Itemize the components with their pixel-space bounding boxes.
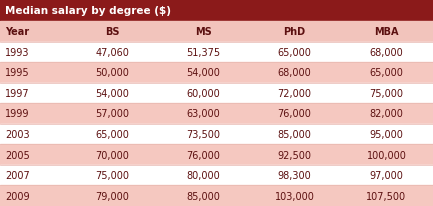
Text: 98,300: 98,300 xyxy=(278,170,311,180)
Text: 2005: 2005 xyxy=(5,150,30,160)
Text: Median salary by degree ($): Median salary by degree ($) xyxy=(5,6,171,16)
Text: BS: BS xyxy=(105,27,120,37)
Bar xyxy=(0,22,433,42)
Text: 60,000: 60,000 xyxy=(187,89,220,98)
Text: MS: MS xyxy=(195,27,212,37)
Text: 63,000: 63,000 xyxy=(187,109,220,119)
Text: 57,000: 57,000 xyxy=(96,109,129,119)
Text: 75,000: 75,000 xyxy=(96,170,129,180)
Text: 1995: 1995 xyxy=(5,68,30,78)
Text: 95,000: 95,000 xyxy=(369,129,404,139)
Text: 1997: 1997 xyxy=(5,89,30,98)
Text: 103,000: 103,000 xyxy=(275,191,314,201)
Text: 85,000: 85,000 xyxy=(278,129,311,139)
Text: 2009: 2009 xyxy=(5,191,30,201)
Bar xyxy=(0,145,433,165)
Text: 2007: 2007 xyxy=(5,170,30,180)
Text: 70,000: 70,000 xyxy=(96,150,129,160)
Text: 68,000: 68,000 xyxy=(370,48,403,57)
Text: 47,060: 47,060 xyxy=(96,48,129,57)
Text: 100,000: 100,000 xyxy=(366,150,407,160)
Text: 68,000: 68,000 xyxy=(278,68,311,78)
Text: 107,500: 107,500 xyxy=(366,191,407,201)
Text: 92,500: 92,500 xyxy=(278,150,311,160)
Text: 1999: 1999 xyxy=(5,109,30,119)
Text: 1993: 1993 xyxy=(5,48,30,57)
Text: 65,000: 65,000 xyxy=(96,129,129,139)
Text: MBA: MBA xyxy=(374,27,399,37)
Bar xyxy=(0,165,433,186)
Bar xyxy=(0,186,433,206)
Text: 76,000: 76,000 xyxy=(278,109,311,119)
Text: PhD: PhD xyxy=(283,27,306,37)
Text: 97,000: 97,000 xyxy=(369,170,404,180)
Text: 65,000: 65,000 xyxy=(369,68,404,78)
Text: 80,000: 80,000 xyxy=(187,170,220,180)
Bar xyxy=(0,63,433,83)
Text: 2003: 2003 xyxy=(5,129,30,139)
Text: 85,000: 85,000 xyxy=(187,191,220,201)
Text: 54,000: 54,000 xyxy=(187,68,220,78)
Text: 50,000: 50,000 xyxy=(96,68,129,78)
Text: 75,000: 75,000 xyxy=(369,89,404,98)
Text: 54,000: 54,000 xyxy=(96,89,129,98)
Bar xyxy=(0,83,433,104)
Text: 73,500: 73,500 xyxy=(187,129,220,139)
Text: 65,000: 65,000 xyxy=(278,48,311,57)
Bar xyxy=(0,124,433,145)
Text: Year: Year xyxy=(5,27,29,37)
Text: 79,000: 79,000 xyxy=(96,191,129,201)
Bar xyxy=(0,104,433,124)
Text: 76,000: 76,000 xyxy=(187,150,220,160)
Text: 72,000: 72,000 xyxy=(278,89,311,98)
Text: 51,375: 51,375 xyxy=(187,48,220,57)
Text: 82,000: 82,000 xyxy=(369,109,404,119)
Bar xyxy=(0,42,433,63)
